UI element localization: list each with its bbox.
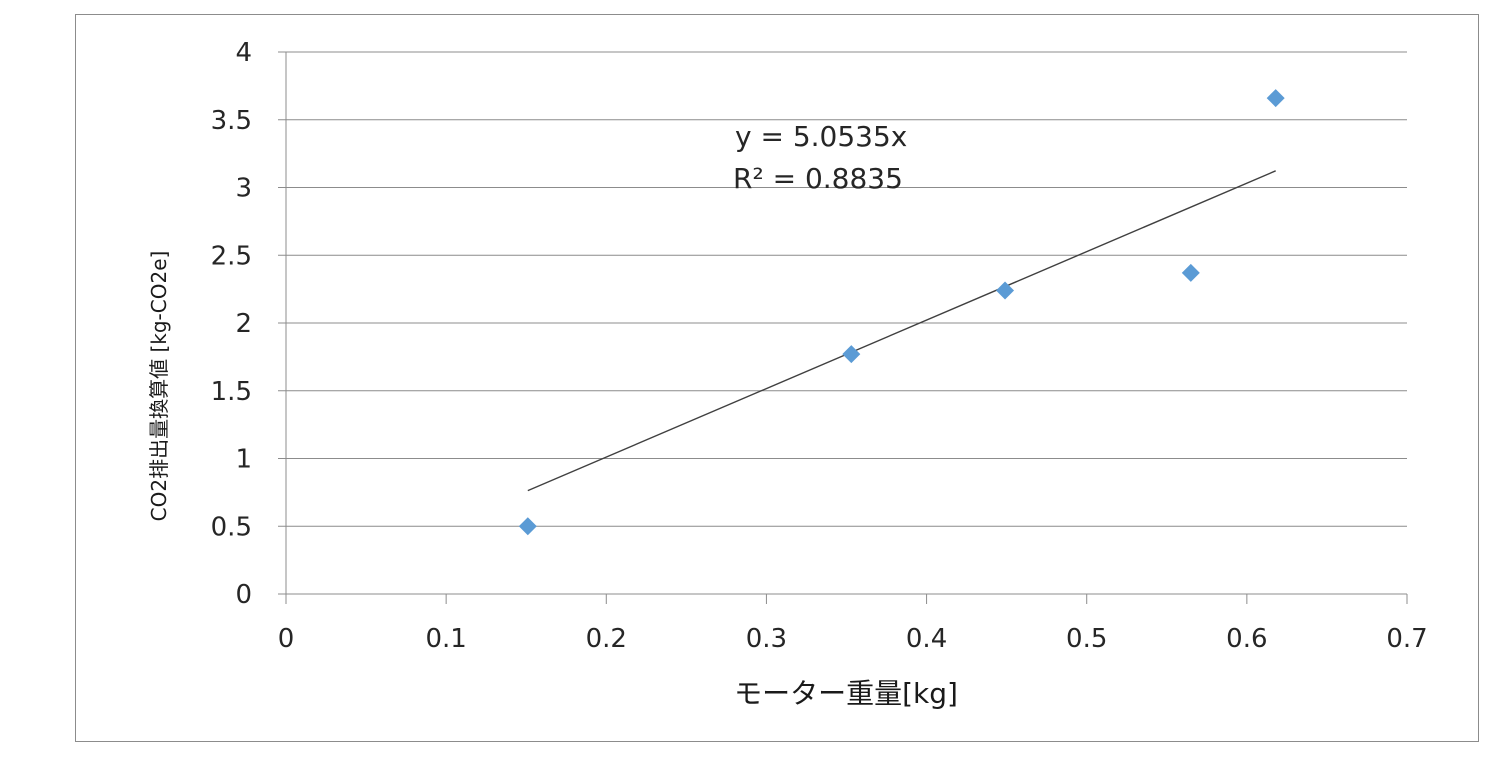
trendline-r-squared: R² = 0.8835 (733, 162, 903, 195)
x-tick-label: 0.2 (586, 624, 627, 654)
y-tick-label: 0.5 (211, 512, 252, 542)
trendline-group (527, 170, 1276, 492)
data-points (518, 89, 1285, 536)
y-tick-labels: 0 0.5 1 1.5 2 2.5 3 3.5 4 (211, 38, 252, 610)
x-tick-label: 0.3 (746, 624, 787, 654)
axes (278, 51, 1408, 604)
y-tick-label: 0 (235, 580, 252, 610)
y-tick-label: 2.5 (211, 241, 252, 271)
y-tick-label: 3.5 (211, 106, 252, 136)
x-tick-label: 0.6 (1226, 624, 1267, 654)
data-point (842, 345, 861, 364)
data-point (1266, 89, 1285, 108)
x-tick-label: 0 (278, 624, 295, 654)
chart-frame (75, 14, 1479, 742)
y-tick-label: 1 (235, 445, 252, 475)
x-tick-label: 0.5 (1066, 624, 1107, 654)
gridlines (286, 51, 1407, 527)
trendline-equation: y = 5.0535x (735, 120, 907, 153)
x-tick-labels: 0 0.1 0.2 0.3 0.4 0.5 0.6 0.7 (278, 624, 1428, 654)
x-tick-label: 0.4 (906, 624, 947, 654)
y-tick-label: 4 (235, 38, 252, 68)
trendline (527, 170, 1276, 492)
x-tick-label: 0.7 (1386, 624, 1427, 654)
y-tick-label: 1.5 (211, 377, 252, 407)
y-axis-title: CO2排出量換算値 [kg-CO2e] (147, 251, 171, 522)
data-point (996, 281, 1015, 300)
y-tick-label: 2 (235, 309, 252, 339)
data-point (1181, 263, 1200, 282)
x-tick-label: 0.1 (425, 624, 466, 654)
data-point (518, 517, 537, 536)
x-axis-title: モーター重量[kg] (734, 677, 958, 710)
y-tick-label: 3 (235, 174, 252, 204)
